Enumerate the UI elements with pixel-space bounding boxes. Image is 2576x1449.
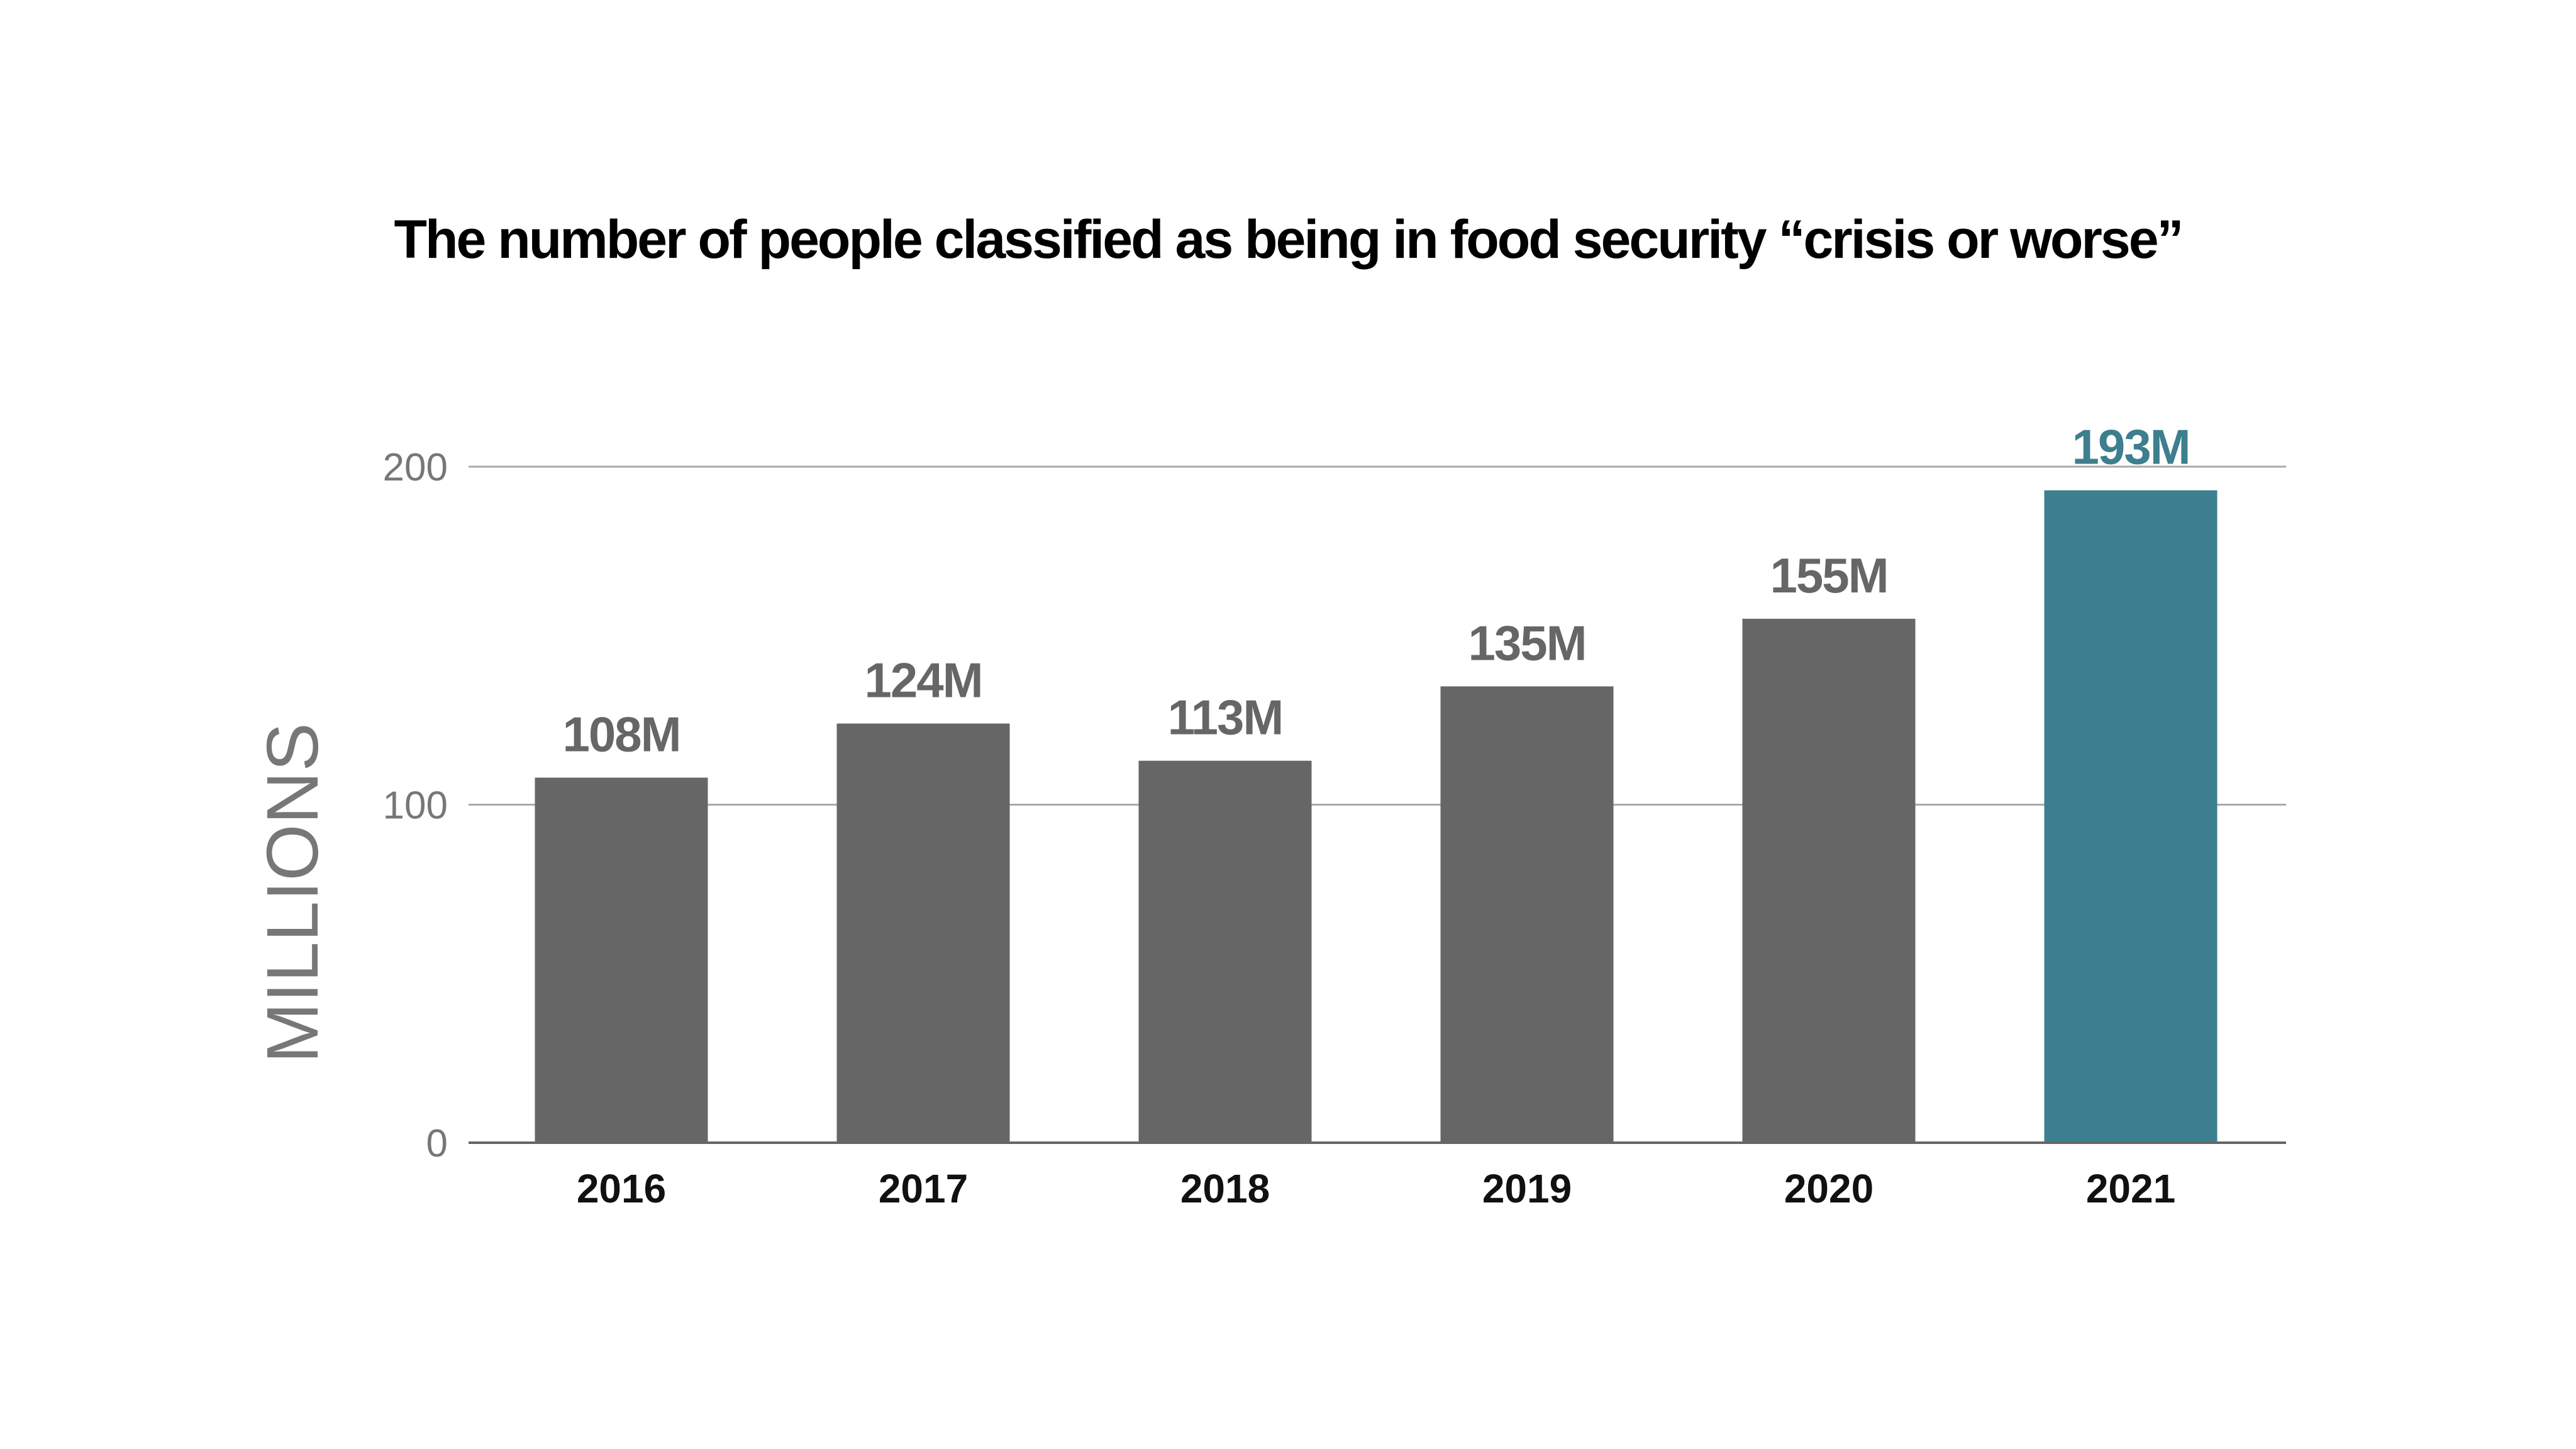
x-tick-label-2020: 2020 — [1784, 1166, 1874, 1211]
y-tick-label: 200 — [383, 446, 448, 489]
bars — [535, 490, 2218, 1143]
value-label-2021: 193M — [2072, 419, 2189, 475]
x-tick-label-2017: 2017 — [879, 1166, 968, 1211]
bar-2020 — [1742, 618, 1916, 1143]
y-axis-label: MILLIONS — [252, 723, 333, 1063]
value-labels: 108M 124M 113M 135M 155M 193M — [562, 419, 2190, 762]
bar-2017 — [836, 723, 1010, 1143]
gridlines — [469, 465, 2286, 806]
y-tick-label: 0 — [426, 1122, 448, 1165]
y-tick-label: 100 — [383, 784, 448, 828]
value-label-2020: 155M — [1770, 548, 1887, 603]
y-axis-ticks: 0 100 200 — [383, 446, 448, 1165]
x-tick-label-2021: 2021 — [2086, 1166, 2175, 1211]
x-tick-label-2018: 2018 — [1180, 1166, 1270, 1211]
x-tick-label-2019: 2019 — [1482, 1166, 1572, 1211]
value-label-2016: 108M — [562, 707, 680, 762]
bar-2018 — [1138, 760, 1312, 1143]
value-label-2018: 113M — [1168, 690, 1283, 745]
chart-title: The number of people classified as being… — [394, 209, 2182, 270]
x-axis-ticks: 2016 2017 2018 2019 2020 2021 — [577, 1166, 2175, 1211]
bar-2021 — [2044, 490, 2218, 1143]
bar-2016 — [535, 777, 708, 1143]
x-tick-label-2016: 2016 — [577, 1166, 666, 1211]
value-label-2017: 124M — [864, 653, 982, 708]
bar-2019 — [1440, 686, 1614, 1143]
value-label-2019: 135M — [1468, 615, 1585, 670]
